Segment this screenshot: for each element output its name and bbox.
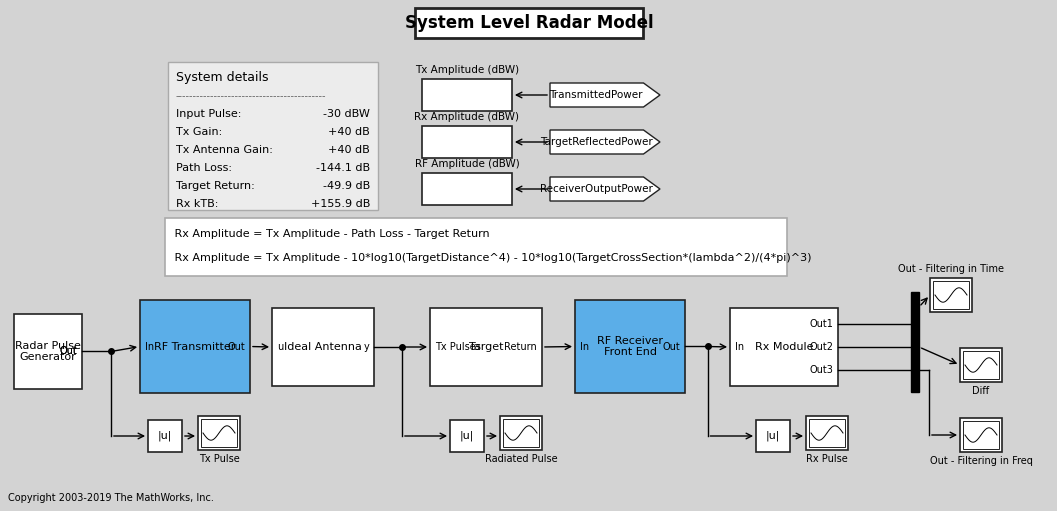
Text: Radiated Pulse: Radiated Pulse (485, 454, 557, 464)
Text: -30 dBW: -30 dBW (323, 109, 370, 119)
Polygon shape (550, 130, 660, 154)
Text: Target Return:: Target Return: (177, 181, 255, 191)
Bar (422, 173, 512, 205)
Bar (415, 8, 643, 38)
Bar (756, 420, 790, 452)
Text: Out - Filtering in Freq: Out - Filtering in Freq (929, 456, 1033, 466)
Text: In: In (735, 342, 744, 352)
Text: u: u (277, 342, 283, 352)
Bar (422, 79, 512, 111)
Text: System details: System details (177, 72, 268, 84)
Text: Out1: Out1 (809, 318, 833, 329)
Text: Tx Pulses: Tx Pulses (435, 342, 481, 352)
Bar (140, 300, 251, 393)
Bar (503, 419, 539, 447)
Text: Tx Gain:: Tx Gain: (177, 127, 222, 137)
Text: Target: Target (468, 342, 503, 352)
Text: Out: Out (227, 341, 245, 352)
Bar (963, 351, 999, 379)
Text: RF Receiver
Front End: RF Receiver Front End (597, 336, 663, 357)
Text: Tx Amplitude (dBW): Tx Amplitude (dBW) (415, 65, 519, 75)
Text: Out3: Out3 (809, 365, 833, 376)
Text: Rx Amplitude = Tx Amplitude - 10*log10(TargetDistance^4) - 10*log10(TargetCrossS: Rx Amplitude = Tx Amplitude - 10*log10(T… (171, 253, 812, 263)
Polygon shape (550, 83, 660, 107)
Text: Diff: Diff (972, 386, 989, 396)
Text: Out - Filtering in Time: Out - Filtering in Time (898, 264, 1004, 274)
Bar (730, 308, 838, 386)
Text: TargetReflectedPower: TargetReflectedPower (540, 137, 652, 147)
Text: -49.9 dB: -49.9 dB (322, 181, 370, 191)
Bar (201, 419, 237, 447)
Bar (168, 62, 378, 210)
Text: +40 dB: +40 dB (329, 145, 370, 155)
Text: Path Loss:: Path Loss: (177, 163, 231, 173)
Text: Radar Pulse
Generator: Radar Pulse Generator (15, 341, 81, 362)
Text: -------------------------------------------: ----------------------------------------… (177, 91, 327, 101)
Bar (148, 420, 182, 452)
Text: Out2: Out2 (809, 342, 833, 352)
Text: y: y (364, 342, 369, 352)
Text: ReceiverOutputPower: ReceiverOutputPower (540, 184, 652, 194)
Bar (575, 300, 685, 393)
Text: RF Amplitude (dBW): RF Amplitude (dBW) (414, 159, 519, 169)
Bar (430, 308, 542, 386)
Text: Return: Return (504, 342, 537, 352)
Text: In: In (580, 341, 589, 352)
Text: Rx kTB:: Rx kTB: (177, 199, 219, 209)
Bar (963, 421, 999, 449)
Text: +40 dB: +40 dB (329, 127, 370, 137)
Bar (272, 308, 374, 386)
Bar (500, 416, 542, 450)
Text: Out: Out (59, 346, 77, 357)
Bar (911, 292, 919, 392)
Bar (930, 278, 972, 312)
Text: |u|: |u| (157, 431, 172, 442)
Bar (422, 126, 512, 158)
Text: In: In (145, 341, 154, 352)
Text: Ideal Antenna: Ideal Antenna (284, 342, 361, 352)
Text: System Level Radar Model: System Level Radar Model (405, 14, 653, 32)
Text: TransmittedPower: TransmittedPower (550, 90, 643, 100)
Text: |u|: |u| (460, 431, 475, 442)
Bar (165, 218, 787, 276)
Bar (450, 420, 484, 452)
Bar (198, 416, 240, 450)
Text: Rx Pulse: Rx Pulse (806, 454, 848, 464)
Bar (960, 348, 1002, 382)
Text: Copyright 2003-2019 The MathWorks, Inc.: Copyright 2003-2019 The MathWorks, Inc. (8, 493, 214, 503)
Bar (14, 314, 82, 389)
Text: |u|: |u| (766, 431, 780, 442)
Text: Rx Module: Rx Module (755, 342, 813, 352)
Text: Out: Out (59, 346, 77, 357)
Polygon shape (550, 177, 660, 201)
Text: Rx Amplitude (dBW): Rx Amplitude (dBW) (414, 112, 519, 122)
Bar (933, 281, 969, 309)
Text: Rx Amplitude = Tx Amplitude - Path Loss - Target Return: Rx Amplitude = Tx Amplitude - Path Loss … (171, 229, 489, 239)
Text: Tx Antenna Gain:: Tx Antenna Gain: (177, 145, 273, 155)
Bar (809, 419, 845, 447)
Bar (960, 418, 1002, 452)
Text: -144.1 dB: -144.1 dB (316, 163, 370, 173)
Text: RF Transmitter: RF Transmitter (154, 341, 236, 352)
Bar (806, 416, 848, 450)
Text: Input Pulse:: Input Pulse: (177, 109, 241, 119)
Text: Tx Pulse: Tx Pulse (199, 454, 239, 464)
Text: +155.9 dB: +155.9 dB (311, 199, 370, 209)
Text: Out: Out (663, 341, 680, 352)
